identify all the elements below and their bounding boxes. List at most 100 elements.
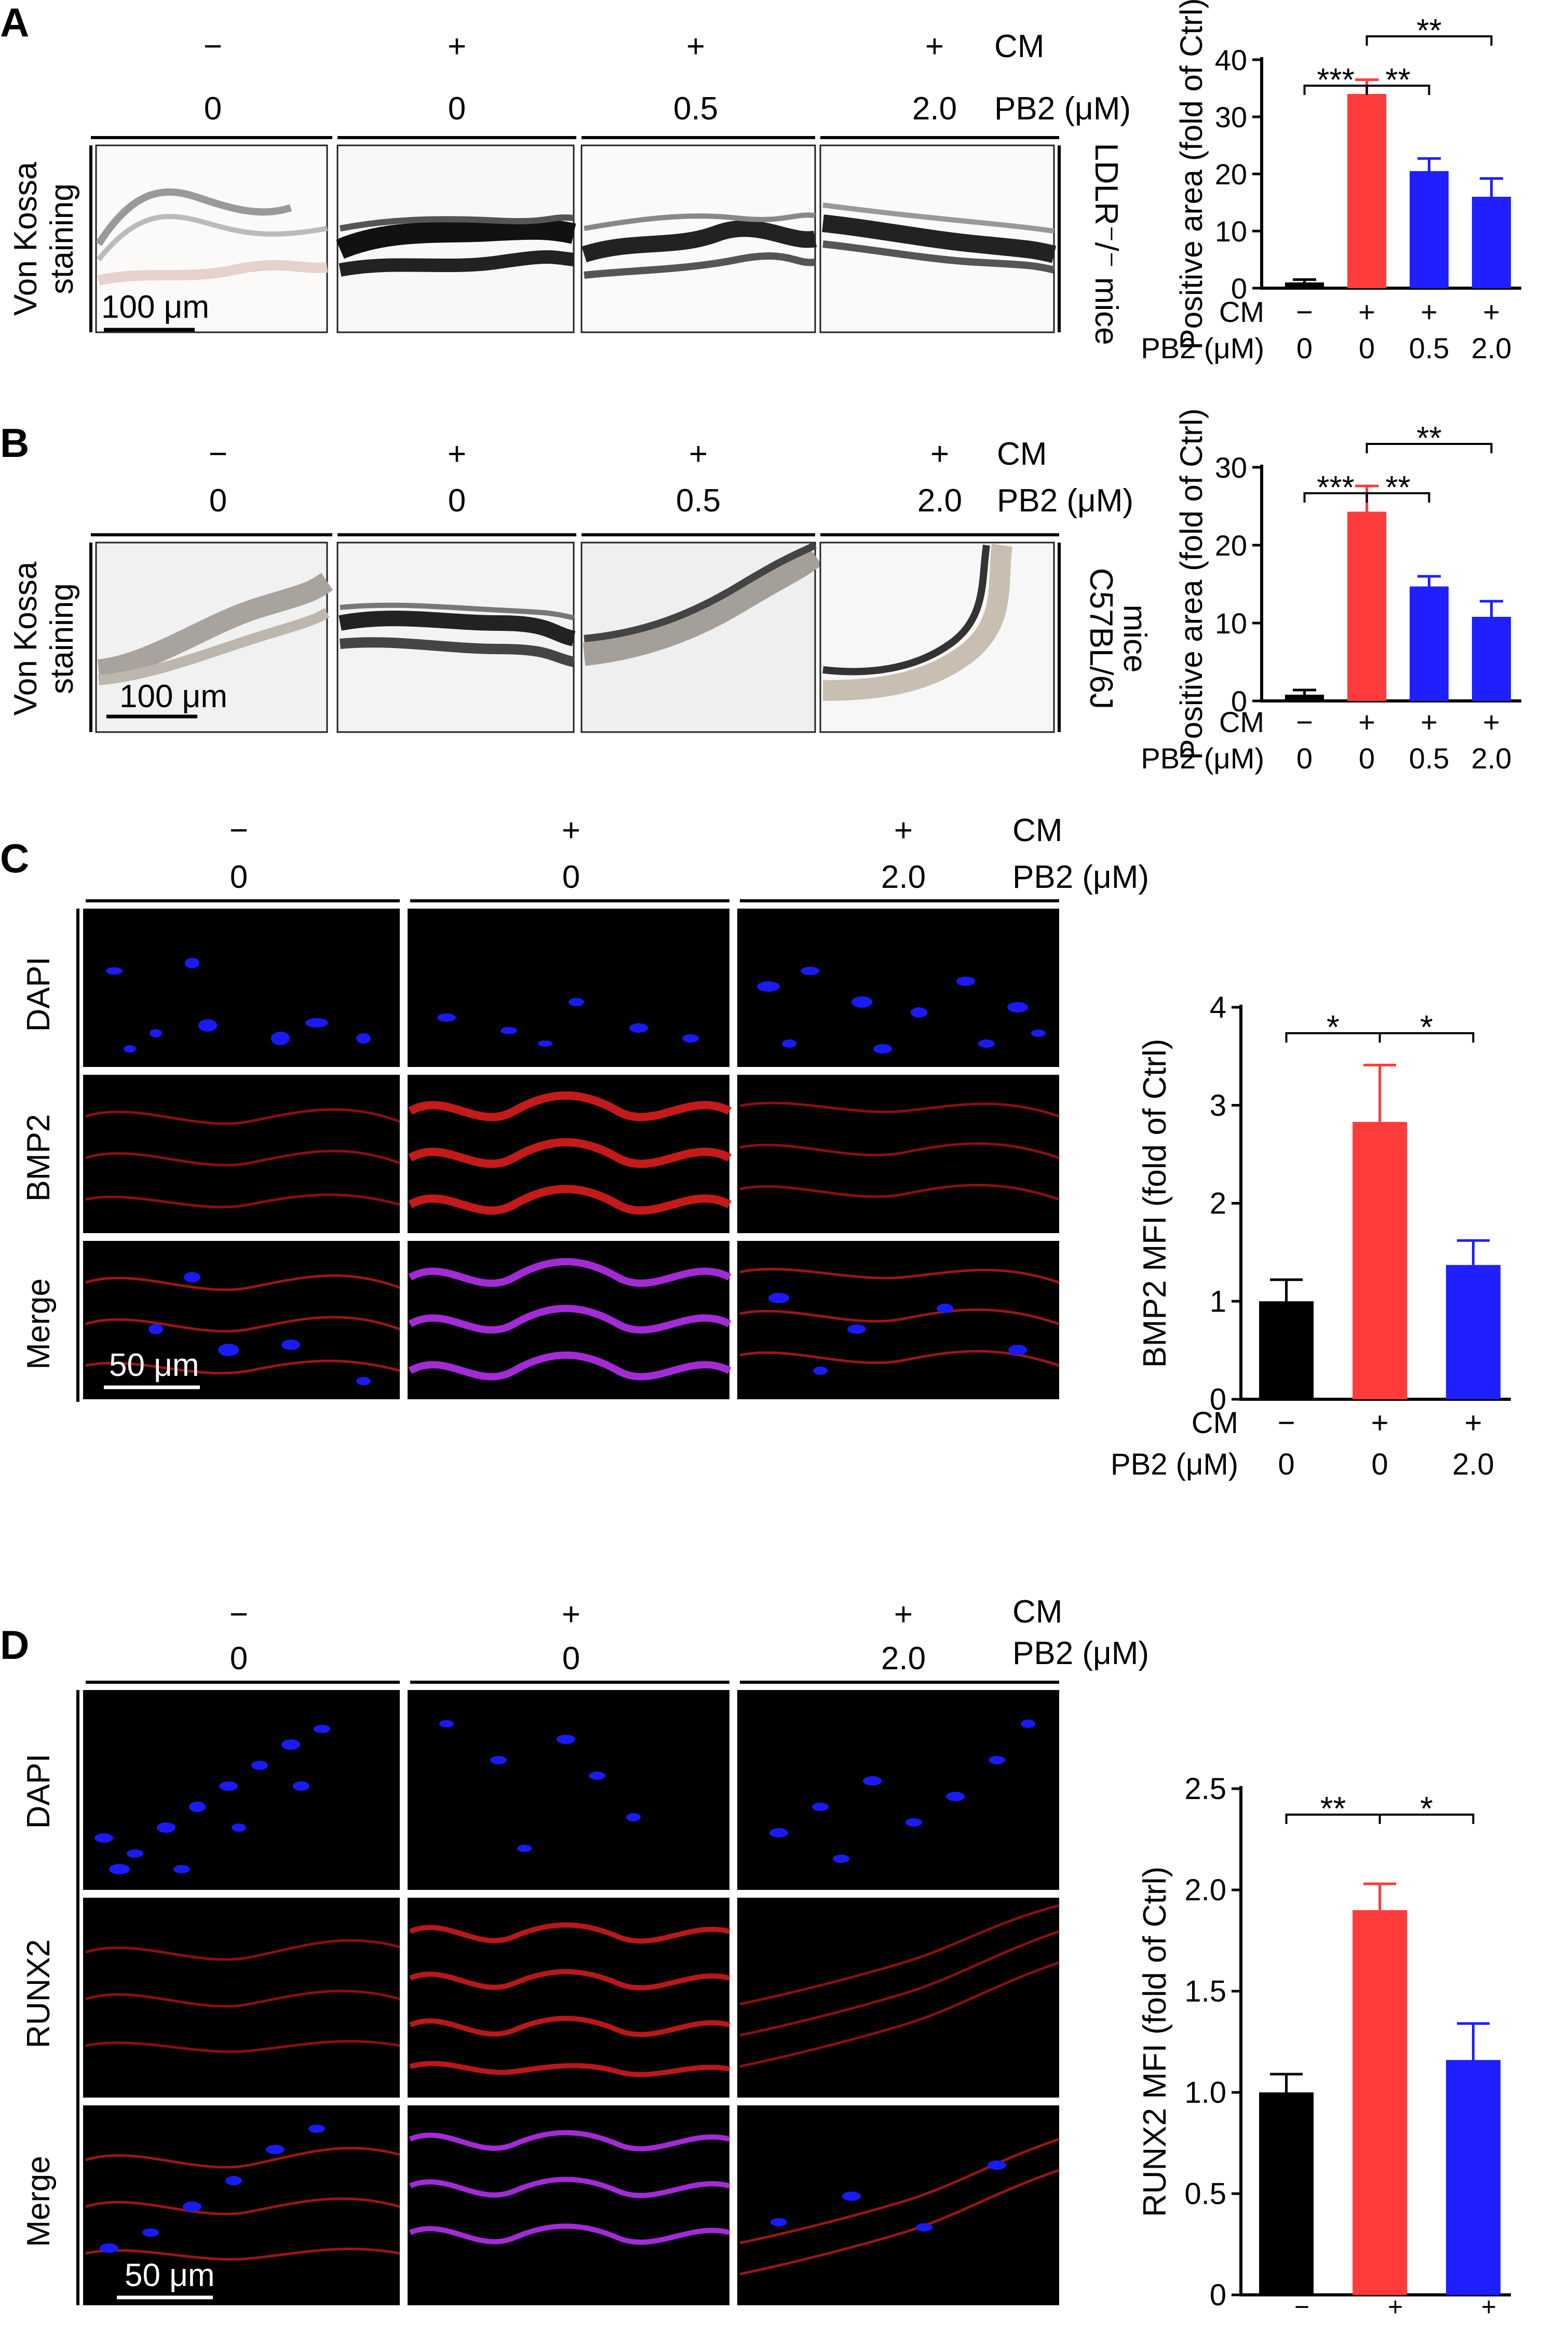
panel-a-header: − + + + CM 0 0 0.5 2.0 PB2 (μM) — [91, 29, 1131, 139]
cm-sign-c-3: + — [894, 813, 913, 848]
cm-sign-d-1: − — [229, 1597, 248, 1632]
panel-b-image-3 — [580, 542, 822, 733]
bar-4 — [1472, 617, 1511, 701]
pb2-group-label: 0 — [1371, 1448, 1388, 1481]
significance-mark: * — [1327, 1008, 1340, 1046]
mouse-label-a: LDLR⁻/⁻ mice — [1088, 143, 1124, 345]
row-label-c-bmp2: BMP2 — [21, 1114, 57, 1202]
panel-a: A − + + + CM 0 0 0.5 2.0 PB2 (μM) Von Ko… — [0, 0, 1131, 345]
significance-mark: * — [1420, 1790, 1433, 1827]
panel-d-runx2-row — [83, 1898, 1060, 2098]
y-tick-label: 1.5 — [1184, 1975, 1226, 2008]
y-tick-label: 0 — [1231, 685, 1247, 718]
y-axis-label: Positive area (fold of Ctrl) — [1174, 409, 1209, 760]
panel-b-image-1 — [95, 542, 333, 733]
pb2-group-label: 0 — [1296, 332, 1313, 364]
panel-c-merge-row — [83, 1241, 1060, 1399]
pb2-group-label: 2.0 — [1471, 742, 1512, 775]
y-tick-label: 0 — [1210, 1383, 1226, 1416]
cm-label-c: CM — [1012, 813, 1062, 848]
pb2-value-b-3: 0.5 — [676, 483, 721, 519]
y-tick-label: 1 — [1210, 1285, 1226, 1318]
cm-group-label: + — [1483, 706, 1500, 738]
pb2-value-a-1: 0 — [204, 91, 222, 127]
significance-bracket — [1366, 492, 1430, 503]
panel-a-image-2 — [336, 144, 576, 333]
cm-row-label: CM — [1192, 1406, 1238, 1440]
pb2-row-label: PB2 (μM) — [1141, 742, 1264, 775]
y-tick-label: 2.5 — [1184, 1772, 1226, 1806]
pb2-value-d-1: 0 — [230, 1641, 248, 1677]
significance-bracket — [1378, 1814, 1475, 1824]
cm-sign-b-1: − — [209, 436, 227, 472]
bar-1 — [1285, 695, 1324, 701]
pb2-value-b-2: 0 — [448, 483, 466, 519]
y-tick-label: 2.0 — [1184, 1873, 1226, 1907]
pb2-group-label: 0 — [1296, 742, 1313, 775]
significance-bracket — [1366, 85, 1430, 95]
pb2-group-label: 0.5 — [1409, 742, 1450, 775]
y-tick-label: 4 — [1210, 991, 1226, 1024]
row-label-a-2: staining — [44, 183, 80, 294]
y-tick-label: 2 — [1210, 1187, 1226, 1221]
chart-d: 0 0.5 1.0 1.5 2.0 2.5 RUNX2 MFI (fold of Ctrl)… — [1137, 1772, 1511, 2321]
pb2-label-a: PB2 (μM) — [994, 91, 1131, 127]
significance-mark: ** — [1385, 62, 1410, 98]
pb2-value-d-3: 2.0 — [881, 1641, 926, 1677]
panel-c-header: − + + CM 0 0 2.0 PB2 (μM) — [86, 813, 1149, 902]
cm-group-label: − — [1296, 706, 1313, 738]
scale-bar-c: 50 μm — [109, 1347, 199, 1383]
cm-group-label: + — [1483, 295, 1500, 328]
cm-group-label: − — [1294, 2292, 1309, 2321]
row-label-b-1: Von Kossa — [8, 561, 44, 715]
bar-4 — [1472, 197, 1511, 288]
cm-sign-c-2: + — [562, 813, 580, 848]
bar-3 — [1410, 586, 1449, 701]
cm-sign-a-3: + — [686, 29, 705, 64]
bar-1 — [1259, 1301, 1314, 1399]
cm-sign-d-2: + — [562, 1597, 580, 1632]
cm-group-label: + — [1388, 2292, 1403, 2321]
cm-group-label: + — [1371, 1406, 1389, 1440]
scale-bar-d: 50 μm — [125, 2258, 215, 2293]
y-axis-label: RUNX2 MFI (fold of Ctrl) — [1137, 1867, 1173, 2217]
pb2-value-b-4: 2.0 — [917, 483, 962, 519]
panel-c-dapi-row — [83, 909, 1059, 1067]
chart-c: 0 1 2 3 4 BMP2 MFI (fold of Ctrl) − 0 +0 +2.0 CM PB… — [1111, 991, 1511, 1481]
panel-b-image-2 — [336, 542, 576, 733]
y-tick-label: 3 — [1210, 1089, 1226, 1123]
y-tick-label: 20 — [1215, 529, 1247, 562]
cm-group-label: + — [1465, 1406, 1482, 1440]
y-tick-label: 20 — [1215, 158, 1247, 191]
pb2-row-label: PB2 (μM) — [1141, 332, 1264, 364]
bar-2 — [1347, 94, 1386, 288]
bar-2 — [1347, 511, 1386, 701]
cm-sign-a-1: − — [204, 29, 222, 64]
row-label-d-merge: Merge — [21, 2156, 57, 2247]
pb2-group-label: 2.0 — [1452, 1448, 1494, 1481]
panel-d-dapi-row — [83, 1690, 1059, 1890]
cm-row-label: CM — [1219, 706, 1264, 738]
pb2-row-label: PB2 (μM) — [1111, 1448, 1238, 1481]
cm-group-label: + — [1421, 706, 1438, 738]
significance-bracket — [1366, 35, 1493, 46]
bar-2 — [1353, 1910, 1407, 2295]
scale-bar-b: 100 μm — [119, 679, 227, 714]
y-tick-label: 30 — [1215, 101, 1247, 133]
cm-sign-a-4: + — [925, 29, 944, 64]
panel-letter-c: C — [0, 835, 29, 881]
bar-1 — [1259, 2092, 1314, 2295]
pb2-value-c-1: 0 — [230, 859, 248, 895]
pb2-label-d: PB2 (μM) — [1012, 1635, 1149, 1671]
y-tick-label: 0.5 — [1184, 2177, 1226, 2211]
cm-group-label: − — [1278, 1406, 1295, 1440]
y-tick-label: 10 — [1215, 607, 1247, 640]
cm-group-label: + — [1421, 295, 1438, 328]
panel-b-header: − + + + CM 0 0 0.5 2.0 PB2 (μM) — [91, 436, 1133, 536]
bar-2 — [1353, 1121, 1407, 1399]
cm-group-label: + — [1481, 2292, 1496, 2321]
panel-d: D − + + CM 0 0 2.0 PB2 (μM) DAPI RUNX2 M… — [0, 1594, 1149, 2305]
cm-label-b: CM — [997, 436, 1047, 472]
